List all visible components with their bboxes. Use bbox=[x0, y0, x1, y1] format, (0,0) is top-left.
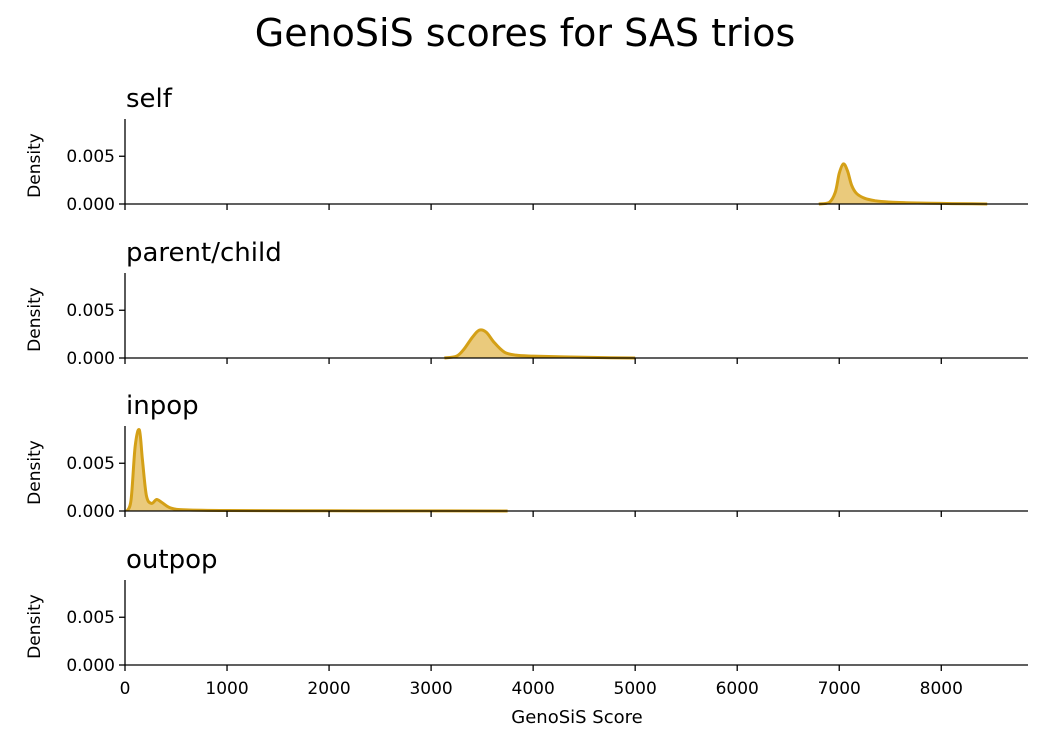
x-tick-label: 0 bbox=[120, 679, 131, 699]
density-area bbox=[444, 329, 636, 358]
y-tick-label: 0.000 bbox=[66, 195, 115, 215]
y-tick-label: 0.005 bbox=[66, 301, 115, 321]
density-line bbox=[125, 427, 508, 513]
y-axis-label: Density bbox=[25, 133, 45, 198]
y-tick-label: 0.005 bbox=[66, 454, 115, 474]
x-tick-label: 1000 bbox=[205, 679, 248, 699]
panel-parent-child: parent/child 0.000 0.005 Density bbox=[25, 238, 1028, 369]
y-tick-label: 0.005 bbox=[66, 608, 115, 628]
panel-title: outpop bbox=[126, 545, 218, 575]
y-axis-label: Density bbox=[25, 594, 45, 659]
x-tick-label: 3000 bbox=[409, 679, 452, 699]
y-tick-label: 0.000 bbox=[66, 656, 115, 676]
x-tick-label: 5000 bbox=[614, 679, 657, 699]
x-tick-label: 7000 bbox=[818, 679, 861, 699]
x-axis-label: GenoSiS Score bbox=[511, 707, 642, 728]
panel-title: inpop bbox=[126, 391, 199, 421]
x-tick-label: 2000 bbox=[307, 679, 350, 699]
panel-title: self bbox=[126, 84, 173, 114]
panel-title: parent/child bbox=[126, 238, 282, 268]
y-tick-label: 0.000 bbox=[66, 349, 115, 369]
x-tick-label: 4000 bbox=[512, 679, 555, 699]
y-axis-label: Density bbox=[25, 440, 45, 505]
panel-self: self 0.000 0.005 Density bbox=[25, 84, 1028, 215]
y-tick-label: 0.000 bbox=[66, 502, 115, 522]
density-area bbox=[818, 163, 988, 204]
x-tick-label: 6000 bbox=[716, 679, 759, 699]
panel-outpop: outpop 0.000 0.005 Density 0 1000 2000 3000 4000… bbox=[25, 545, 1028, 699]
y-axis-label: Density bbox=[25, 287, 45, 352]
density-line bbox=[818, 162, 988, 206]
figure-title: GenoSiS scores for SAS trios bbox=[255, 11, 796, 55]
y-tick-label: 0.005 bbox=[66, 147, 115, 167]
panels: self 0.000 0.005 Density parent/child 0.000 0.… bbox=[25, 84, 1028, 699]
density-line bbox=[444, 328, 636, 360]
panel-inpop: inpop 0.000 0.005 Density bbox=[25, 391, 1028, 522]
density-area bbox=[127, 429, 508, 511]
x-tick-label: 8000 bbox=[920, 679, 963, 699]
